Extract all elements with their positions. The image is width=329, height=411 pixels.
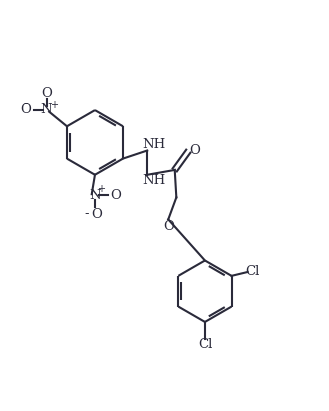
Text: -: - — [23, 97, 28, 110]
Text: O: O — [189, 144, 200, 157]
Text: O: O — [164, 220, 174, 233]
Text: N: N — [41, 103, 52, 116]
Text: O: O — [41, 87, 52, 100]
Text: NH: NH — [143, 174, 166, 187]
Text: Cl: Cl — [198, 338, 213, 351]
Text: O: O — [91, 208, 102, 221]
Text: NH: NH — [143, 138, 166, 151]
Text: Cl: Cl — [246, 265, 260, 278]
Text: +: + — [50, 100, 58, 110]
Text: O: O — [20, 103, 31, 116]
Text: -: - — [85, 207, 89, 220]
Text: O: O — [110, 189, 121, 202]
Text: N: N — [89, 189, 101, 202]
Text: +: + — [97, 184, 105, 194]
